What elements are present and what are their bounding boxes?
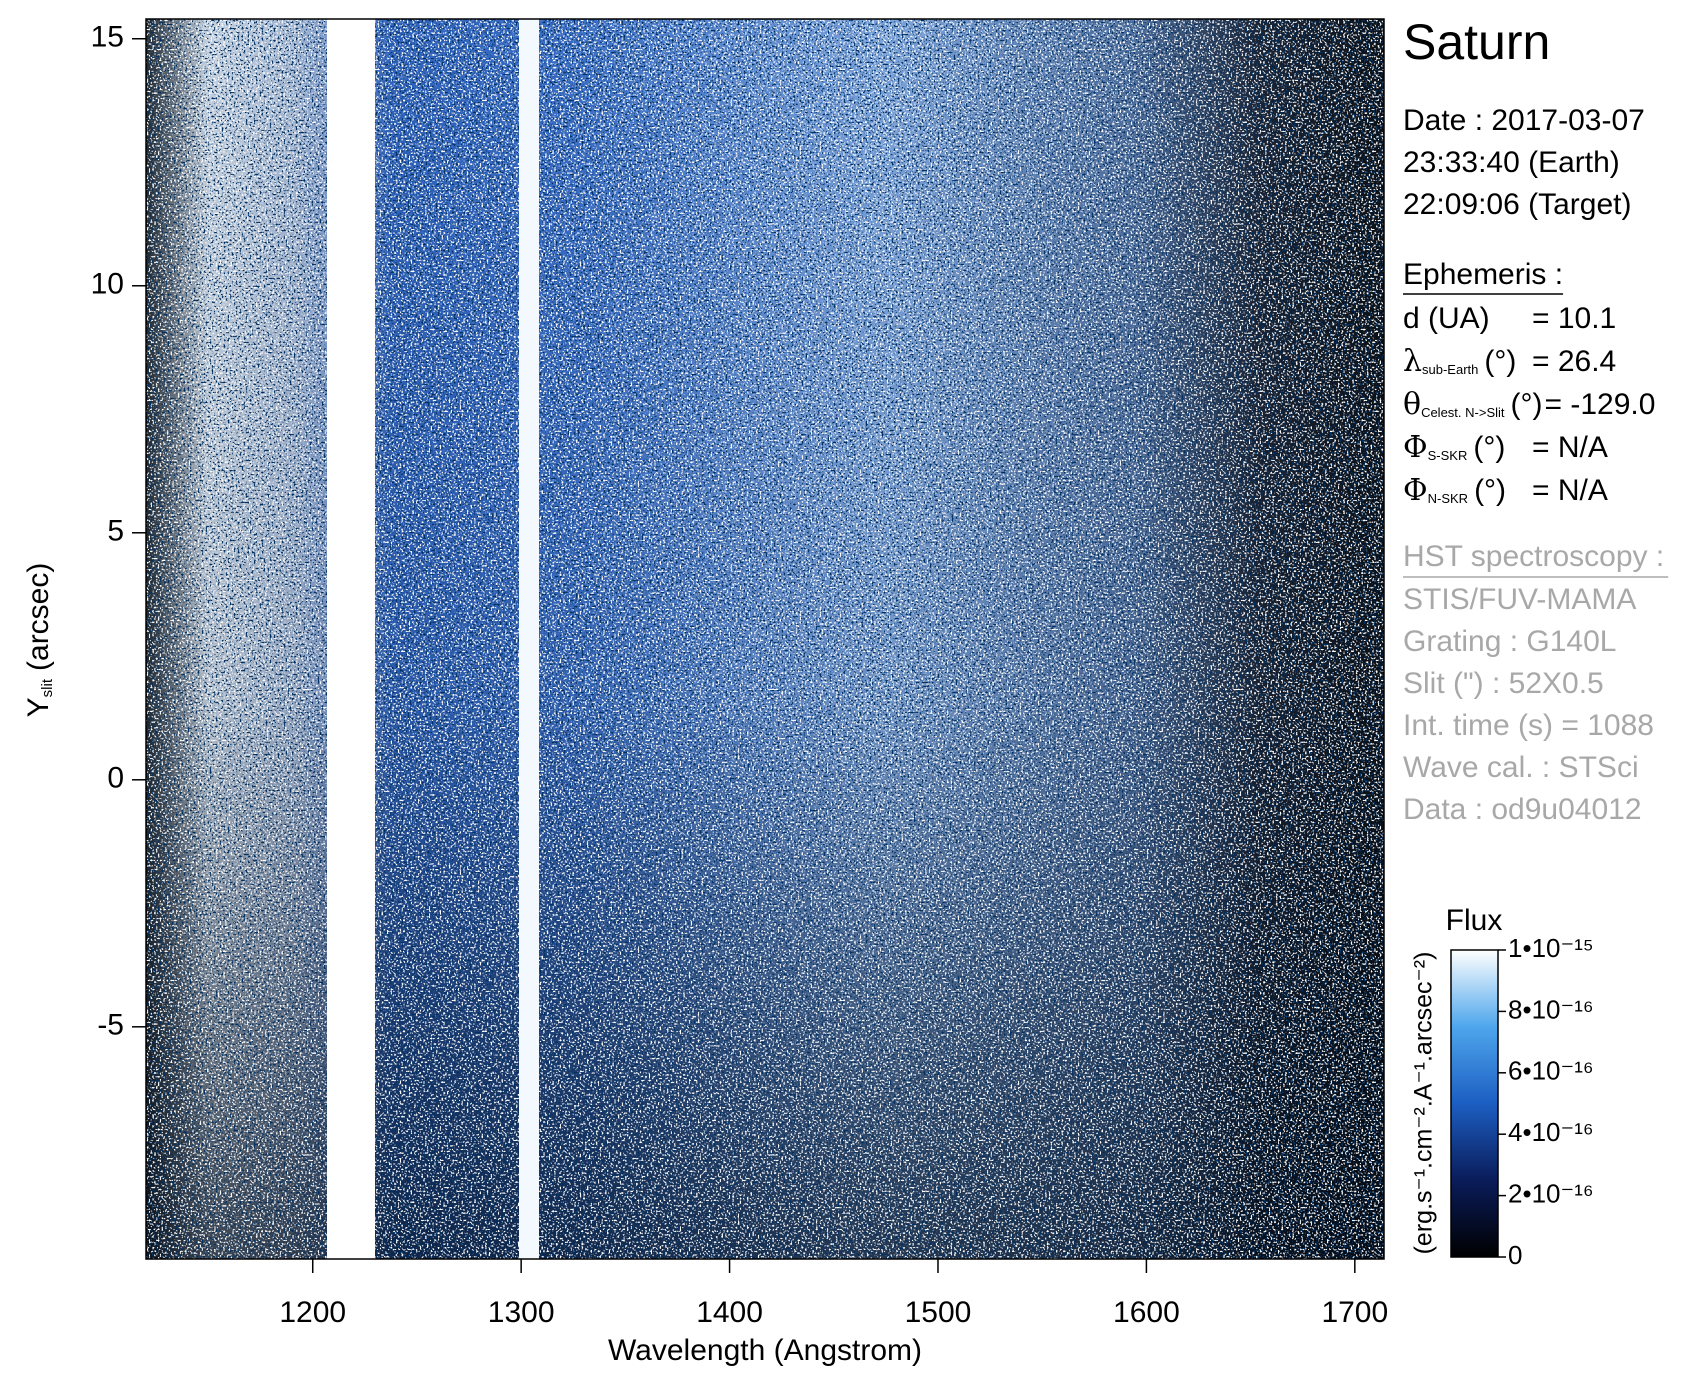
x-tick-label: 1700 bbox=[1321, 1296, 1388, 1329]
date-line: Date : 2017-03-07 bbox=[1403, 104, 1645, 137]
hst-heading: HST spectroscopy : bbox=[1403, 540, 1664, 573]
ephemeris-label: d (UA) bbox=[1403, 302, 1490, 335]
ephemeris-label: λsub-Earth (°) bbox=[1403, 344, 1516, 379]
plot-frame bbox=[145, 18, 1385, 1260]
row-sub: Celest. N->Slit bbox=[1421, 405, 1505, 420]
y-tick-label: 0 bbox=[107, 762, 124, 795]
info-title: Saturn bbox=[1403, 14, 1550, 70]
hst-line: Int. time (s) = 1088 bbox=[1403, 709, 1654, 742]
y-tick-label: 10 bbox=[91, 268, 124, 301]
y-label-unit: (arcsec) bbox=[22, 563, 55, 671]
hst-line: Grating : G140L bbox=[1403, 625, 1616, 658]
x-tick-label: 1200 bbox=[279, 1296, 346, 1329]
x-axis-label: Wavelength (Angstrom) bbox=[608, 1334, 922, 1367]
ephemeris-value: = -129.0 bbox=[1545, 388, 1656, 421]
row-symbol: Φ bbox=[1403, 473, 1428, 508]
colorbar-tick-label: 4•10⁻¹⁶ bbox=[1508, 1117, 1594, 1147]
ephemeris-value: = 10.1 bbox=[1532, 302, 1616, 335]
row-symbol: λ bbox=[1403, 344, 1422, 379]
ephemeris-label: ΦN-SKR (°) bbox=[1403, 473, 1506, 508]
x-tick-label: 1600 bbox=[1113, 1296, 1180, 1329]
row-symbol: Φ bbox=[1403, 430, 1428, 465]
hst-line: Wave cal. : STSci bbox=[1403, 751, 1639, 784]
colorbar-unit: (erg.s⁻¹.cm⁻².A⁻¹.arcsec⁻²) bbox=[1410, 952, 1438, 1255]
ephemeris-label: ΦS-SKR (°) bbox=[1403, 430, 1505, 465]
y-label-sub: slit bbox=[39, 678, 56, 697]
colorbar-tick-label: 0 bbox=[1508, 1240, 1522, 1270]
hst-line: Slit (") : 52X0.5 bbox=[1403, 667, 1604, 700]
row-sub: S-SKR bbox=[1428, 448, 1468, 463]
ephemeris-label: θCelest. N->Slit (°) bbox=[1403, 387, 1543, 422]
row-label: d (UA) bbox=[1403, 302, 1490, 335]
row-symbol: θ bbox=[1403, 387, 1421, 422]
hst-line: STIS/FUV-MAMA bbox=[1403, 583, 1636, 616]
y-tick-label: -5 bbox=[97, 1009, 124, 1042]
colorbar-tick-label: 6•10⁻¹⁶ bbox=[1508, 1056, 1594, 1086]
ephemeris-value: = N/A bbox=[1532, 474, 1608, 507]
row-unit: (°) bbox=[1484, 345, 1516, 378]
ephemeris-value: = N/A bbox=[1532, 431, 1608, 464]
ephemeris-value: = 26.4 bbox=[1532, 345, 1616, 378]
row-unit: (°) bbox=[1474, 474, 1506, 507]
x-tick-label: 1400 bbox=[696, 1296, 763, 1329]
y-tick-label: 5 bbox=[107, 515, 124, 548]
oxygen-line-band bbox=[519, 19, 539, 1259]
row-unit: (°) bbox=[1473, 431, 1505, 464]
colorbar-title: Flux bbox=[1446, 904, 1503, 937]
x-tick-label: 1500 bbox=[905, 1296, 972, 1329]
colorbar bbox=[1450, 949, 1499, 1258]
y-axis-label: Yslit (arcsec) bbox=[22, 563, 56, 718]
colorbar-tick-label: 2•10⁻¹⁶ bbox=[1508, 1178, 1594, 1208]
colorbar-tick-label: 1•10⁻¹⁵ bbox=[1508, 933, 1594, 963]
y-label-text: Y bbox=[22, 697, 55, 717]
lyman-alpha-band bbox=[327, 19, 375, 1259]
spectrum-image bbox=[146, 19, 1384, 1259]
date-line: 22:09:06 (Target) bbox=[1403, 188, 1631, 221]
x-tick-label: 1300 bbox=[488, 1296, 555, 1329]
hst-line: Data : od9u04012 bbox=[1403, 793, 1642, 826]
colorbar-tick-label: 8•10⁻¹⁶ bbox=[1508, 994, 1594, 1024]
ephemeris-heading: Ephemeris : bbox=[1403, 258, 1563, 291]
y-tick-label: 15 bbox=[91, 21, 124, 54]
row-sub: sub-Earth bbox=[1422, 362, 1478, 377]
date-line: 23:33:40 (Earth) bbox=[1403, 146, 1620, 179]
row-unit: (°) bbox=[1511, 388, 1543, 421]
row-sub: N-SKR bbox=[1428, 491, 1468, 506]
